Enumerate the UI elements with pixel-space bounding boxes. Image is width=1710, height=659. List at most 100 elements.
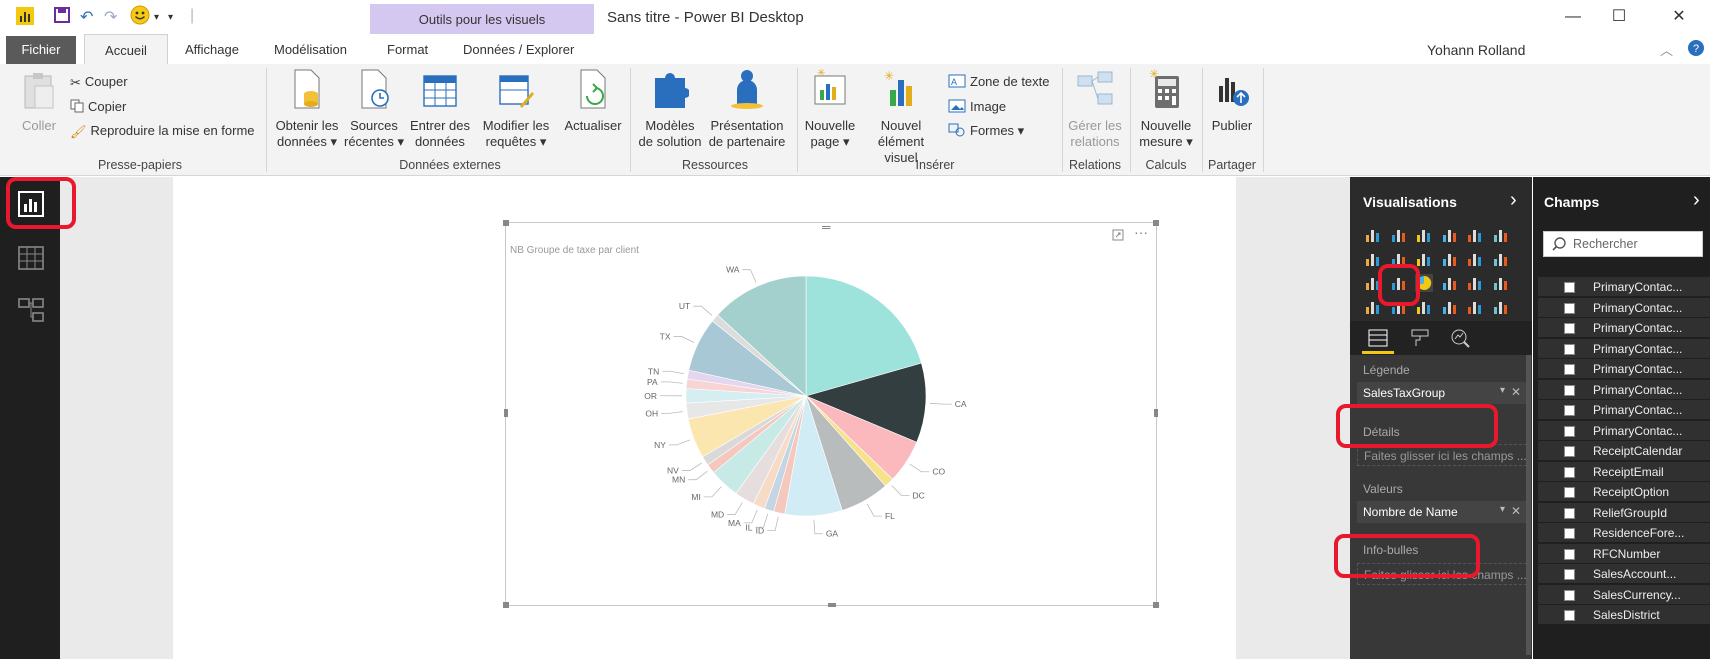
maximize-button[interactable]: ☐ [1611, 8, 1627, 25]
gauge-viz-icon[interactable] [1415, 298, 1433, 316]
waterfall-viz-icon[interactable] [1364, 274, 1382, 292]
data-view-icon[interactable] [16, 243, 46, 273]
area-viz-icon[interactable] [1390, 250, 1408, 268]
customize-quick-access-icon[interactable]: ▾ [168, 12, 174, 23]
coller-button[interactable]: Coller [14, 72, 64, 134]
save-icon[interactable] [54, 7, 70, 28]
viz-pane-scrollbar[interactable] [1526, 355, 1531, 655]
chevron-right-icon[interactable]: › [1510, 189, 1517, 211]
chevron-down-icon[interactable]: ▾ [1499, 504, 1505, 515]
pie-chart-visual[interactable]: ═ ··· NB Groupe de taxe par client CA CO D… [503, 220, 1159, 608]
sources-recentes-button[interactable]: Sources récentes ▾ [343, 68, 405, 150]
valeurs-field[interactable]: Nombre de Name ▾ ✕ [1357, 501, 1527, 523]
field-item[interactable]: SalesDistrict [1538, 605, 1710, 625]
relationships-view-icon[interactable] [16, 295, 46, 325]
field-checkbox[interactable] [1564, 323, 1575, 334]
remove-field-icon[interactable]: ✕ [1510, 504, 1521, 518]
ribbon-viz-icon[interactable] [1492, 250, 1510, 268]
field-item[interactable]: RFCNumber [1538, 543, 1710, 564]
entrer-donnees-button[interactable]: Entrer des données [405, 68, 475, 150]
field-item[interactable]: ReceiptEmail [1538, 461, 1710, 482]
formes-button[interactable]: Formes ▾ [948, 123, 1024, 140]
map-viz-icon[interactable] [1492, 274, 1510, 292]
100-column-viz-icon[interactable] [1492, 226, 1510, 244]
actualiser-button[interactable]: Actualiser [558, 68, 628, 134]
search-input[interactable]: Rechercher [1573, 237, 1638, 251]
stacked-column-viz-icon[interactable] [1390, 226, 1408, 244]
collapse-ribbon-icon[interactable]: ︿ [1660, 43, 1674, 58]
details-drop-zone[interactable]: Faites glisser ici les champs ... [1357, 444, 1527, 466]
field-item[interactable]: ReceiptOption [1538, 482, 1710, 502]
field-item[interactable]: PrimaryContac... [1538, 338, 1710, 359]
pie-viz-icon[interactable] [1415, 274, 1433, 292]
line-viz-icon[interactable] [1364, 250, 1382, 268]
reproduire-mise-en-forme-button[interactable]: 🖌 Reproduire la mise en forme [70, 123, 255, 139]
stacked-area-viz-icon[interactable] [1415, 250, 1433, 268]
resize-handle[interactable] [1153, 602, 1159, 608]
resize-handle[interactable] [503, 602, 509, 608]
focus-mode-icon[interactable] [1112, 228, 1124, 246]
copier-button[interactable]: Copier [70, 99, 126, 116]
smiley-feedback-icon[interactable] [130, 5, 150, 30]
field-checkbox[interactable] [1564, 487, 1575, 498]
tab-fichier[interactable]: Fichier [6, 36, 76, 64]
field-item[interactable]: PrimaryContac... [1538, 359, 1710, 379]
presentation-partenaire-button[interactable]: Présentation de partenaire [707, 68, 787, 150]
field-item[interactable]: ReliefGroupId [1538, 502, 1710, 523]
modifier-requetes-button[interactable]: Modifier les requêtes ▾ [478, 68, 554, 150]
field-item[interactable]: SalesCurrency... [1538, 584, 1710, 605]
resize-handle[interactable] [1153, 220, 1159, 226]
scatter-viz-icon[interactable] [1390, 274, 1408, 292]
field-checkbox[interactable] [1564, 384, 1575, 396]
resize-handle[interactable] [828, 603, 836, 607]
drag-handle-icon[interactable]: ═ [822, 220, 831, 234]
field-checkbox[interactable] [1564, 446, 1575, 457]
remove-field-icon[interactable]: ✕ [1510, 385, 1521, 399]
minimize-button[interactable]: — [1565, 8, 1581, 25]
field-item[interactable]: ResidenceFore... [1538, 523, 1710, 543]
infobulles-drop-zone[interactable]: Faites glisser ici les champs ... [1357, 563, 1527, 585]
field-checkbox[interactable] [1564, 569, 1575, 580]
user-name[interactable]: Yohann Rolland [1427, 42, 1526, 58]
field-checkbox[interactable] [1564, 364, 1575, 375]
paint-roller-icon[interactable] [1410, 328, 1430, 353]
undo-icon[interactable]: ↶ [80, 9, 94, 26]
chevron-down-icon[interactable]: ▾ [1499, 385, 1505, 396]
100-bar-viz-icon[interactable] [1466, 226, 1484, 244]
publier-button[interactable]: Publier [1204, 68, 1260, 134]
field-checkbox[interactable] [1564, 425, 1575, 437]
pie-slice[interactable] [805, 275, 922, 397]
resize-handle[interactable] [503, 220, 509, 226]
field-checkbox[interactable] [1564, 405, 1575, 416]
more-options-icon[interactable]: ··· [1134, 224, 1148, 240]
close-button[interactable]: ✕ [1672, 8, 1686, 25]
zone-texte-button[interactable]: A Zone de texte [948, 74, 1050, 91]
help-icon[interactable]: ? [1687, 39, 1705, 62]
field-item[interactable]: PrimaryContac... [1538, 420, 1710, 441]
chevron-down-icon[interactable]: ▾ [154, 12, 160, 23]
donut-viz-icon[interactable] [1441, 274, 1459, 292]
tab-donnees-explorer[interactable]: Données / Explorer [463, 42, 575, 57]
resize-handle[interactable] [504, 409, 508, 417]
obtenir-donnees-button[interactable]: Obtenir les données ▾ [272, 68, 342, 150]
field-item[interactable]: ReceiptCalendar [1538, 441, 1710, 461]
modeles-solution-button[interactable]: Modèles de solution [633, 68, 707, 150]
search-box[interactable]: Rechercher [1543, 231, 1703, 257]
field-item[interactable]: PrimaryContac... [1538, 297, 1710, 318]
fields-well-icon[interactable] [1368, 329, 1388, 352]
field-checkbox[interactable] [1564, 589, 1575, 601]
field-checkbox[interactable] [1564, 302, 1575, 314]
tab-modelisation[interactable]: Modélisation [274, 42, 347, 57]
clustered-column-viz-icon[interactable] [1441, 226, 1459, 244]
field-item[interactable]: PrimaryContac... [1538, 379, 1710, 400]
analytics-icon[interactable] [1450, 328, 1470, 353]
gerer-relations-button[interactable]: Gérer les relations [1064, 68, 1126, 150]
tab-accueil[interactable]: Accueil [84, 34, 168, 64]
redo-icon[interactable]: ↷ [104, 9, 118, 26]
couper-button[interactable]: ✂ Couper [70, 74, 128, 90]
clustered-bar-viz-icon[interactable] [1415, 226, 1433, 244]
field-item[interactable]: PrimaryContac... [1538, 400, 1710, 420]
field-checkbox[interactable] [1564, 507, 1575, 519]
pie-slice-wa[interactable] [717, 275, 807, 397]
field-checkbox[interactable] [1564, 282, 1575, 293]
